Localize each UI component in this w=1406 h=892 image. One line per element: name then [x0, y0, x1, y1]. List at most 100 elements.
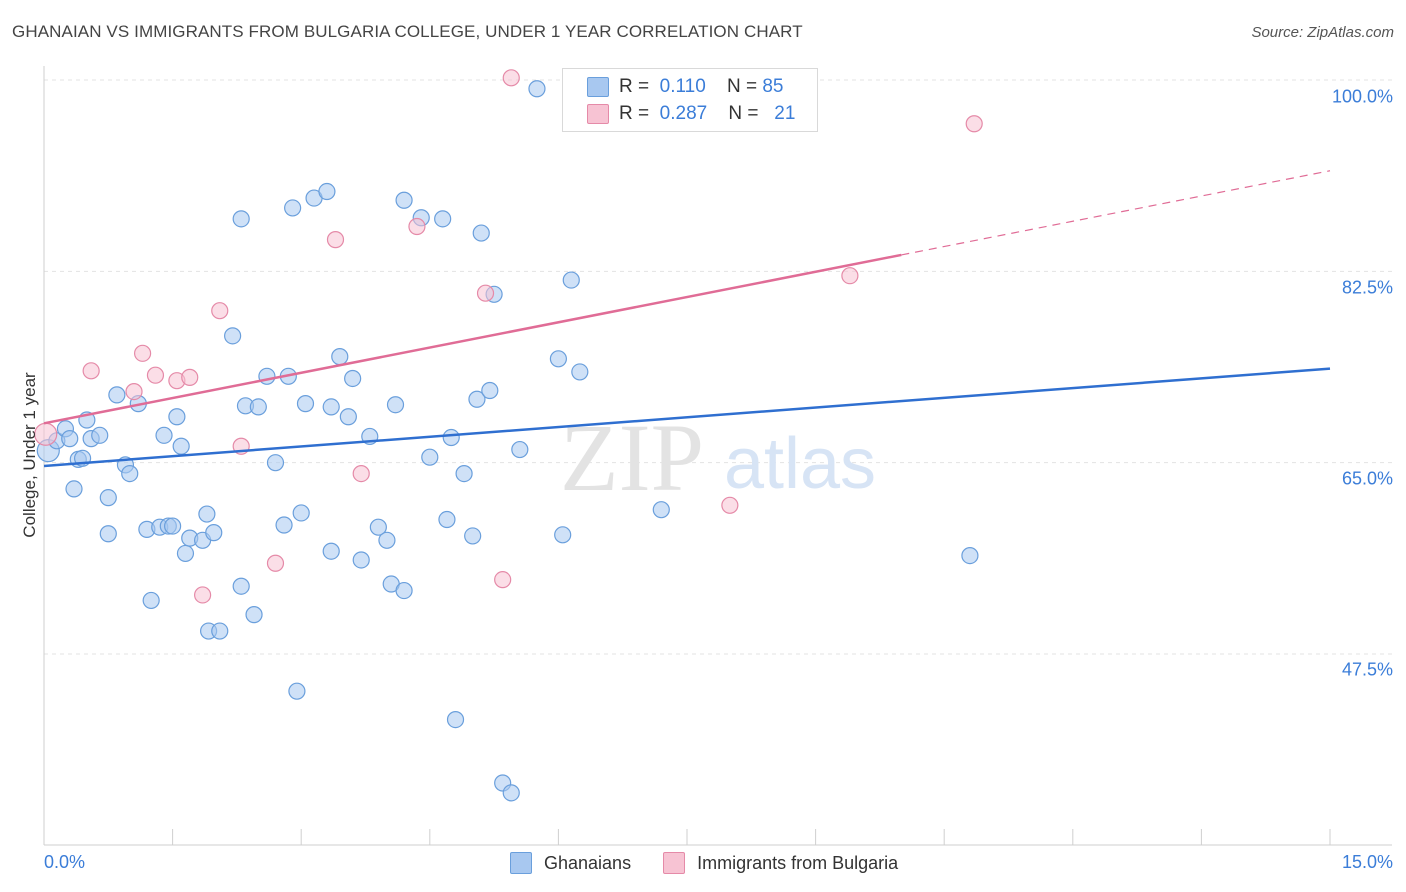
- ghanaian-point: [562, 271, 580, 289]
- ghanaian-point: [266, 454, 285, 472]
- ghanaian-point: [121, 465, 139, 483]
- ghanaian-point: [339, 408, 357, 426]
- trend-lines: [43, 170, 1331, 468]
- ghanaian-point: [331, 348, 349, 366]
- r-label: R =: [619, 76, 650, 97]
- ghanaian-point: [224, 327, 242, 345]
- legend-swatch-pink: [587, 104, 609, 124]
- ghanaian-point: [288, 682, 306, 700]
- legend-swatch-blue: [587, 77, 609, 97]
- bulgaria-point: [133, 344, 152, 362]
- ghanaian-point: [378, 531, 396, 549]
- ghanaian-point: [211, 622, 229, 640]
- ghanaian-point: [352, 551, 370, 569]
- ghanaian-trend-line: [43, 367, 1331, 468]
- ghanaian-point: [61, 430, 79, 448]
- bulgaria-point: [721, 496, 739, 514]
- bulgaria-point: [494, 571, 512, 589]
- axes: [43, 66, 1392, 846]
- bulgaria-point: [408, 217, 426, 236]
- ghanaian-point: [438, 510, 456, 529]
- ghanaian-point: [65, 480, 83, 498]
- ghanaian-point: [99, 525, 117, 543]
- source-label: Source: ZipAtlas.com: [1251, 24, 1394, 41]
- ghanaian-point: [434, 210, 452, 228]
- n-label: N =: [728, 103, 759, 124]
- data-points: [34, 69, 983, 802]
- y-axis-label: College, Under 1 year: [20, 372, 39, 538]
- ghanaian-point: [481, 381, 499, 400]
- ghanaian-point: [99, 489, 117, 507]
- ghanaian-point: [296, 395, 315, 413]
- ghanaian-point: [108, 386, 126, 404]
- legend-label: Ghanaians: [544, 852, 632, 873]
- ghanaian-point: [172, 437, 190, 455]
- bulgaria-point: [194, 586, 212, 604]
- legend-row-ghanaians: R = 0.110 N = 85: [587, 74, 783, 100]
- watermark-atlas: atlas: [724, 424, 876, 504]
- legend-item-bulgaria[interactable]: Immigrants from Bulgaria: [663, 852, 898, 874]
- r-value: 0.110: [659, 76, 706, 97]
- y-tick-label: 65.0%: [1341, 468, 1393, 489]
- bulgaria-point: [82, 362, 100, 380]
- bulgaria-point: [841, 267, 859, 285]
- bulgaria-point: [502, 69, 520, 87]
- legend-label: Immigrants from Bulgaria: [697, 852, 899, 873]
- ghanaian-point: [395, 581, 413, 600]
- series-legend: Ghanaians Immigrants from Bulgaria: [510, 852, 930, 874]
- ghanaian-point: [528, 80, 546, 98]
- bulgaria-point: [146, 366, 165, 384]
- y-tick-label: 47.5%: [1341, 659, 1393, 680]
- ghanaian-point: [652, 501, 670, 519]
- ghanaian-point: [571, 363, 589, 381]
- n-value: 85: [762, 76, 784, 97]
- bulgaria-point: [352, 465, 370, 483]
- bulgaria-trend-line: [43, 253, 902, 425]
- ghanaian-point: [446, 710, 465, 729]
- ghanaian-point: [91, 426, 109, 444]
- n-value: 21: [774, 103, 796, 124]
- ghanaian-point: [198, 505, 216, 523]
- ghanaian-point: [442, 428, 460, 447]
- legend-swatch-blue: [510, 852, 532, 874]
- ghanaian-point: [421, 448, 439, 466]
- ghanaian-point: [455, 465, 473, 483]
- bulgaria-point: [326, 231, 345, 249]
- n-label: N =: [726, 76, 758, 97]
- x-tick-label-max: 15.0%: [1341, 852, 1393, 872]
- ghanaian-point: [249, 398, 267, 416]
- bulgaria-point: [476, 284, 495, 302]
- bulgaria-point: [125, 383, 143, 401]
- ghanaian-point: [232, 210, 250, 228]
- ghanaian-point: [318, 182, 336, 201]
- y-tick-label: 82.5%: [1341, 277, 1393, 298]
- bulgaria-trend-extension: [901, 170, 1331, 256]
- ghanaian-point: [322, 542, 340, 560]
- ghanaian-point: [468, 390, 486, 408]
- ghanaian-point: [961, 546, 979, 565]
- ghanaian-point: [395, 191, 413, 209]
- ghanaian-point: [554, 526, 572, 544]
- ghanaian-point: [344, 369, 362, 388]
- ghanaian-point: [245, 606, 263, 624]
- ghanaian-point: [142, 591, 160, 610]
- ghanaian-point: [502, 784, 520, 802]
- watermark-zip: ZIP: [560, 404, 704, 511]
- ghanaian-point: [549, 350, 568, 368]
- gridlines: [44, 79, 1392, 655]
- bulgaria-point: [266, 554, 285, 572]
- y-tick-label: 100.0%: [1331, 86, 1393, 107]
- ghanaian-point: [176, 544, 195, 563]
- bulgaria-point: [965, 115, 983, 133]
- ghanaian-point: [275, 516, 293, 534]
- correlation-legend: R = 0.110 N = 85 R = 0.287 N = 21: [562, 68, 818, 132]
- ghanaian-point: [205, 524, 223, 542]
- ghanaian-point: [472, 224, 490, 242]
- legend-item-ghanaians[interactable]: Ghanaians: [510, 852, 631, 874]
- ghanaian-point: [369, 518, 387, 536]
- bulgaria-point: [211, 302, 229, 320]
- r-value: 0.287: [659, 103, 708, 124]
- ghanaian-point: [464, 527, 482, 545]
- legend-swatch-pink: [663, 852, 686, 874]
